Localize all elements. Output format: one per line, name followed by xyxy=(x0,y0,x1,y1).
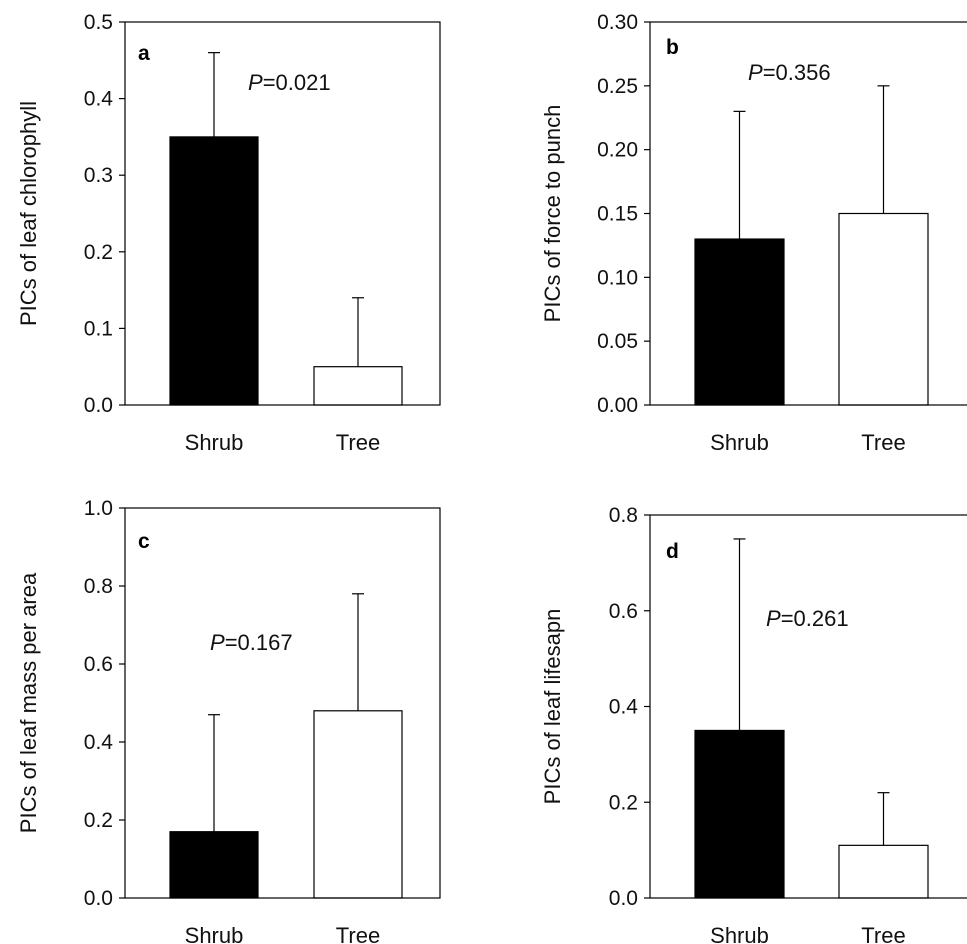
y-tick-label: 0.0 xyxy=(84,887,113,910)
y-axis-label: PICs of leaf lifesapn xyxy=(540,609,565,805)
panel-a: 0.0 0.1 0.2 0.3 0.4 0.5 Shrub Tree PICs of leaf … xyxy=(16,11,441,455)
y-axis-label: PICs of leaf mass per area xyxy=(16,572,41,833)
p-value-annotation: P=0.356 xyxy=(748,60,831,85)
p-value-annotation: P=0.261 xyxy=(766,606,849,631)
y-tick-label: 0.25 xyxy=(597,75,638,98)
y-tick-label: 0.15 xyxy=(597,203,638,226)
bar-tree xyxy=(838,212,929,406)
y-tick-label: 0.2 xyxy=(84,809,113,832)
y-tick-label: 0.2 xyxy=(84,241,113,264)
panel-letter: d xyxy=(666,540,679,563)
bar-shrub xyxy=(694,729,785,899)
x-category-label: Shrub xyxy=(185,430,244,455)
bar-tree xyxy=(313,710,403,899)
bar-shrub xyxy=(169,136,259,406)
y-tick-label: 0.05 xyxy=(597,330,638,353)
y-tick-label: 0.10 xyxy=(597,266,638,289)
x-category-label: Shrub xyxy=(710,923,769,944)
x-category-label: Tree xyxy=(861,923,905,944)
y-tick-label: 0.0 xyxy=(609,887,638,910)
x-category-label: Tree xyxy=(336,923,380,944)
y-axis-label: PICs of force to punch xyxy=(540,105,565,323)
axes-frame xyxy=(124,507,441,899)
bar-tree xyxy=(313,366,403,406)
x-category-label: Tree xyxy=(336,430,380,455)
y-axis-label: PICs of leaf chlorophyll xyxy=(16,101,41,326)
panel-letter: b xyxy=(666,36,679,59)
y-tick-label: 0.2 xyxy=(609,791,638,814)
y-tick-label: 0.4 xyxy=(84,731,114,754)
x-category-label: Tree xyxy=(861,430,905,455)
y-tick-label: 0.6 xyxy=(609,600,638,623)
panel-b: 0.00 0.05 0.10 0.15 0.20 0.25 0.30 Shrub Tree PIC… xyxy=(540,11,967,455)
y-tick-label: 0.00 xyxy=(597,394,638,417)
panel-letter: a xyxy=(138,42,150,65)
panel-letter: c xyxy=(138,530,150,553)
y-tick-label: 0.6 xyxy=(84,653,113,676)
p-value-annotation: P=0.021 xyxy=(248,70,331,95)
bar-shrub xyxy=(694,238,785,406)
panel-d: 0.0 0.2 0.4 0.6 0.8 Shrub Tree PICs of leaf lif… xyxy=(540,504,967,944)
y-tick-label: 0.1 xyxy=(84,317,113,340)
y-tick-label: 0.8 xyxy=(609,504,638,527)
p-value-annotation: P=0.167 xyxy=(210,630,293,655)
y-tick-label: 0.4 xyxy=(609,696,639,719)
y-tick-label: 0.20 xyxy=(597,139,638,162)
y-tick-label: 0.3 xyxy=(84,164,113,187)
bar-shrub xyxy=(169,831,259,899)
panel-c: 0.0 0.2 0.4 0.6 0.8 1.0 Shrub Tree PICs of leaf … xyxy=(16,497,441,944)
x-category-label: Shrub xyxy=(710,430,769,455)
bar-tree xyxy=(838,844,929,899)
y-tick-label: 0.0 xyxy=(84,394,113,417)
y-tick-label: 0.5 xyxy=(84,11,113,34)
y-tick-label: 1.0 xyxy=(84,497,113,520)
y-tick-label: 0.8 xyxy=(84,575,113,598)
y-tick-label: 0.4 xyxy=(84,88,114,111)
axes-frame xyxy=(124,21,441,406)
x-category-label: Shrub xyxy=(185,923,244,944)
y-tick-label: 0.30 xyxy=(597,11,638,34)
